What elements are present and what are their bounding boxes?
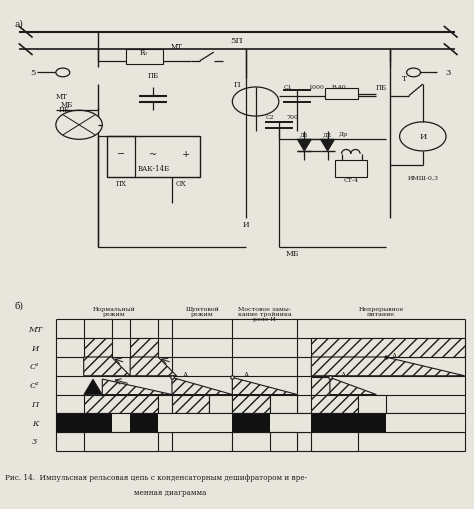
Text: режим: режим bbox=[102, 311, 125, 316]
Text: R₀: R₀ bbox=[140, 49, 148, 57]
Text: менная диаграмма: менная диаграмма bbox=[135, 488, 207, 496]
Bar bbox=[270, 432, 297, 451]
Text: А: А bbox=[244, 371, 249, 378]
Text: ~: ~ bbox=[149, 150, 157, 159]
Bar bbox=[270, 413, 311, 432]
Bar bbox=[126, 50, 163, 65]
Bar bbox=[111, 413, 130, 432]
Bar bbox=[56, 413, 465, 432]
Text: ПБ: ПБ bbox=[148, 72, 159, 80]
Text: питание: питание bbox=[367, 311, 395, 316]
Text: ПХ: ПХ bbox=[115, 180, 127, 187]
Circle shape bbox=[56, 111, 102, 140]
Bar bbox=[209, 395, 232, 413]
Text: А: А bbox=[183, 371, 189, 378]
Text: 1000: 1000 bbox=[308, 86, 324, 90]
Text: Шунтовой: Шунтовой bbox=[185, 306, 219, 311]
Bar bbox=[84, 338, 111, 357]
Text: ПБ: ПБ bbox=[58, 105, 69, 114]
Text: П: П bbox=[31, 400, 38, 408]
Text: 5П: 5П bbox=[231, 37, 243, 45]
Polygon shape bbox=[232, 378, 297, 395]
Text: реле И: реле И bbox=[254, 317, 276, 321]
Polygon shape bbox=[330, 378, 376, 395]
Bar bbox=[325, 89, 358, 99]
Text: И: И bbox=[243, 220, 250, 228]
Bar bbox=[270, 395, 297, 413]
Text: Мостовое замы-: Мостовое замы- bbox=[238, 306, 292, 311]
Text: 3: 3 bbox=[445, 69, 451, 77]
Text: −: − bbox=[117, 150, 125, 159]
Text: И: И bbox=[419, 133, 427, 141]
Text: +: + bbox=[182, 150, 190, 159]
Text: К: К bbox=[32, 419, 38, 427]
Text: И: И bbox=[31, 344, 38, 352]
Text: Д2: Д2 bbox=[323, 132, 332, 137]
Circle shape bbox=[400, 123, 446, 152]
Polygon shape bbox=[84, 379, 102, 395]
Text: МБ: МБ bbox=[286, 249, 300, 257]
Text: З: З bbox=[32, 438, 37, 445]
Text: СТ-4: СТ-4 bbox=[343, 178, 358, 183]
Bar bbox=[107, 137, 200, 178]
Polygon shape bbox=[130, 357, 177, 376]
Bar bbox=[232, 395, 270, 413]
Bar bbox=[172, 395, 209, 413]
Text: 700: 700 bbox=[287, 115, 299, 119]
Bar bbox=[84, 432, 158, 451]
Bar bbox=[311, 338, 465, 357]
Text: кание тройника: кание тройника bbox=[238, 311, 292, 316]
Polygon shape bbox=[311, 378, 330, 395]
Text: МТ: МТ bbox=[56, 93, 68, 100]
Bar bbox=[158, 395, 172, 413]
Text: ВАК-14Б: ВАК-14Б bbox=[137, 165, 169, 173]
Text: С¹: С¹ bbox=[30, 363, 40, 371]
Text: режим: режим bbox=[191, 311, 213, 316]
Bar bbox=[386, 413, 465, 432]
Bar bbox=[358, 395, 386, 413]
Bar bbox=[130, 320, 158, 338]
Text: Т: Т bbox=[401, 75, 407, 83]
Text: П: П bbox=[234, 81, 240, 89]
Text: С2: С2 bbox=[265, 115, 274, 119]
Circle shape bbox=[407, 69, 420, 78]
Text: МТ: МТ bbox=[171, 43, 182, 51]
Text: ОХ: ОХ bbox=[176, 180, 187, 187]
Text: А: А bbox=[392, 352, 398, 360]
Polygon shape bbox=[102, 379, 172, 395]
Text: А: А bbox=[341, 371, 346, 378]
Polygon shape bbox=[84, 357, 130, 376]
Bar bbox=[130, 338, 158, 357]
Bar bbox=[311, 432, 358, 451]
Text: С1: С1 bbox=[284, 86, 292, 90]
Text: ИМШ-0,3: ИМШ-0,3 bbox=[407, 175, 438, 180]
Polygon shape bbox=[311, 357, 465, 376]
Bar bbox=[158, 413, 232, 432]
Polygon shape bbox=[172, 378, 232, 395]
Bar bbox=[84, 320, 111, 338]
Bar bbox=[311, 395, 358, 413]
Bar bbox=[84, 395, 158, 413]
Text: 5: 5 bbox=[30, 69, 36, 77]
Text: Нормальный: Нормальный bbox=[92, 306, 136, 311]
Text: а): а) bbox=[14, 19, 23, 29]
Circle shape bbox=[232, 88, 279, 117]
Text: Рис. 14.  Импульсная рельсовая цепь с конденсаторным дешифратором и вре-: Рис. 14. Импульсная рельсовая цепь с кон… bbox=[5, 473, 307, 482]
Bar bbox=[335, 160, 367, 178]
Text: б): б) bbox=[14, 301, 23, 309]
Text: Непрерывное: Непрерывное bbox=[358, 306, 404, 311]
Text: МБ: МБ bbox=[61, 101, 73, 109]
Circle shape bbox=[56, 69, 70, 78]
Text: ПБ: ПБ bbox=[375, 84, 386, 92]
Text: МТ: МТ bbox=[28, 325, 42, 333]
Polygon shape bbox=[320, 140, 335, 152]
Text: Др: Др bbox=[339, 132, 348, 137]
Polygon shape bbox=[297, 140, 311, 152]
Text: R·40: R·40 bbox=[332, 86, 346, 90]
Text: С²: С² bbox=[30, 381, 40, 389]
Text: Д1: Д1 bbox=[300, 132, 309, 137]
